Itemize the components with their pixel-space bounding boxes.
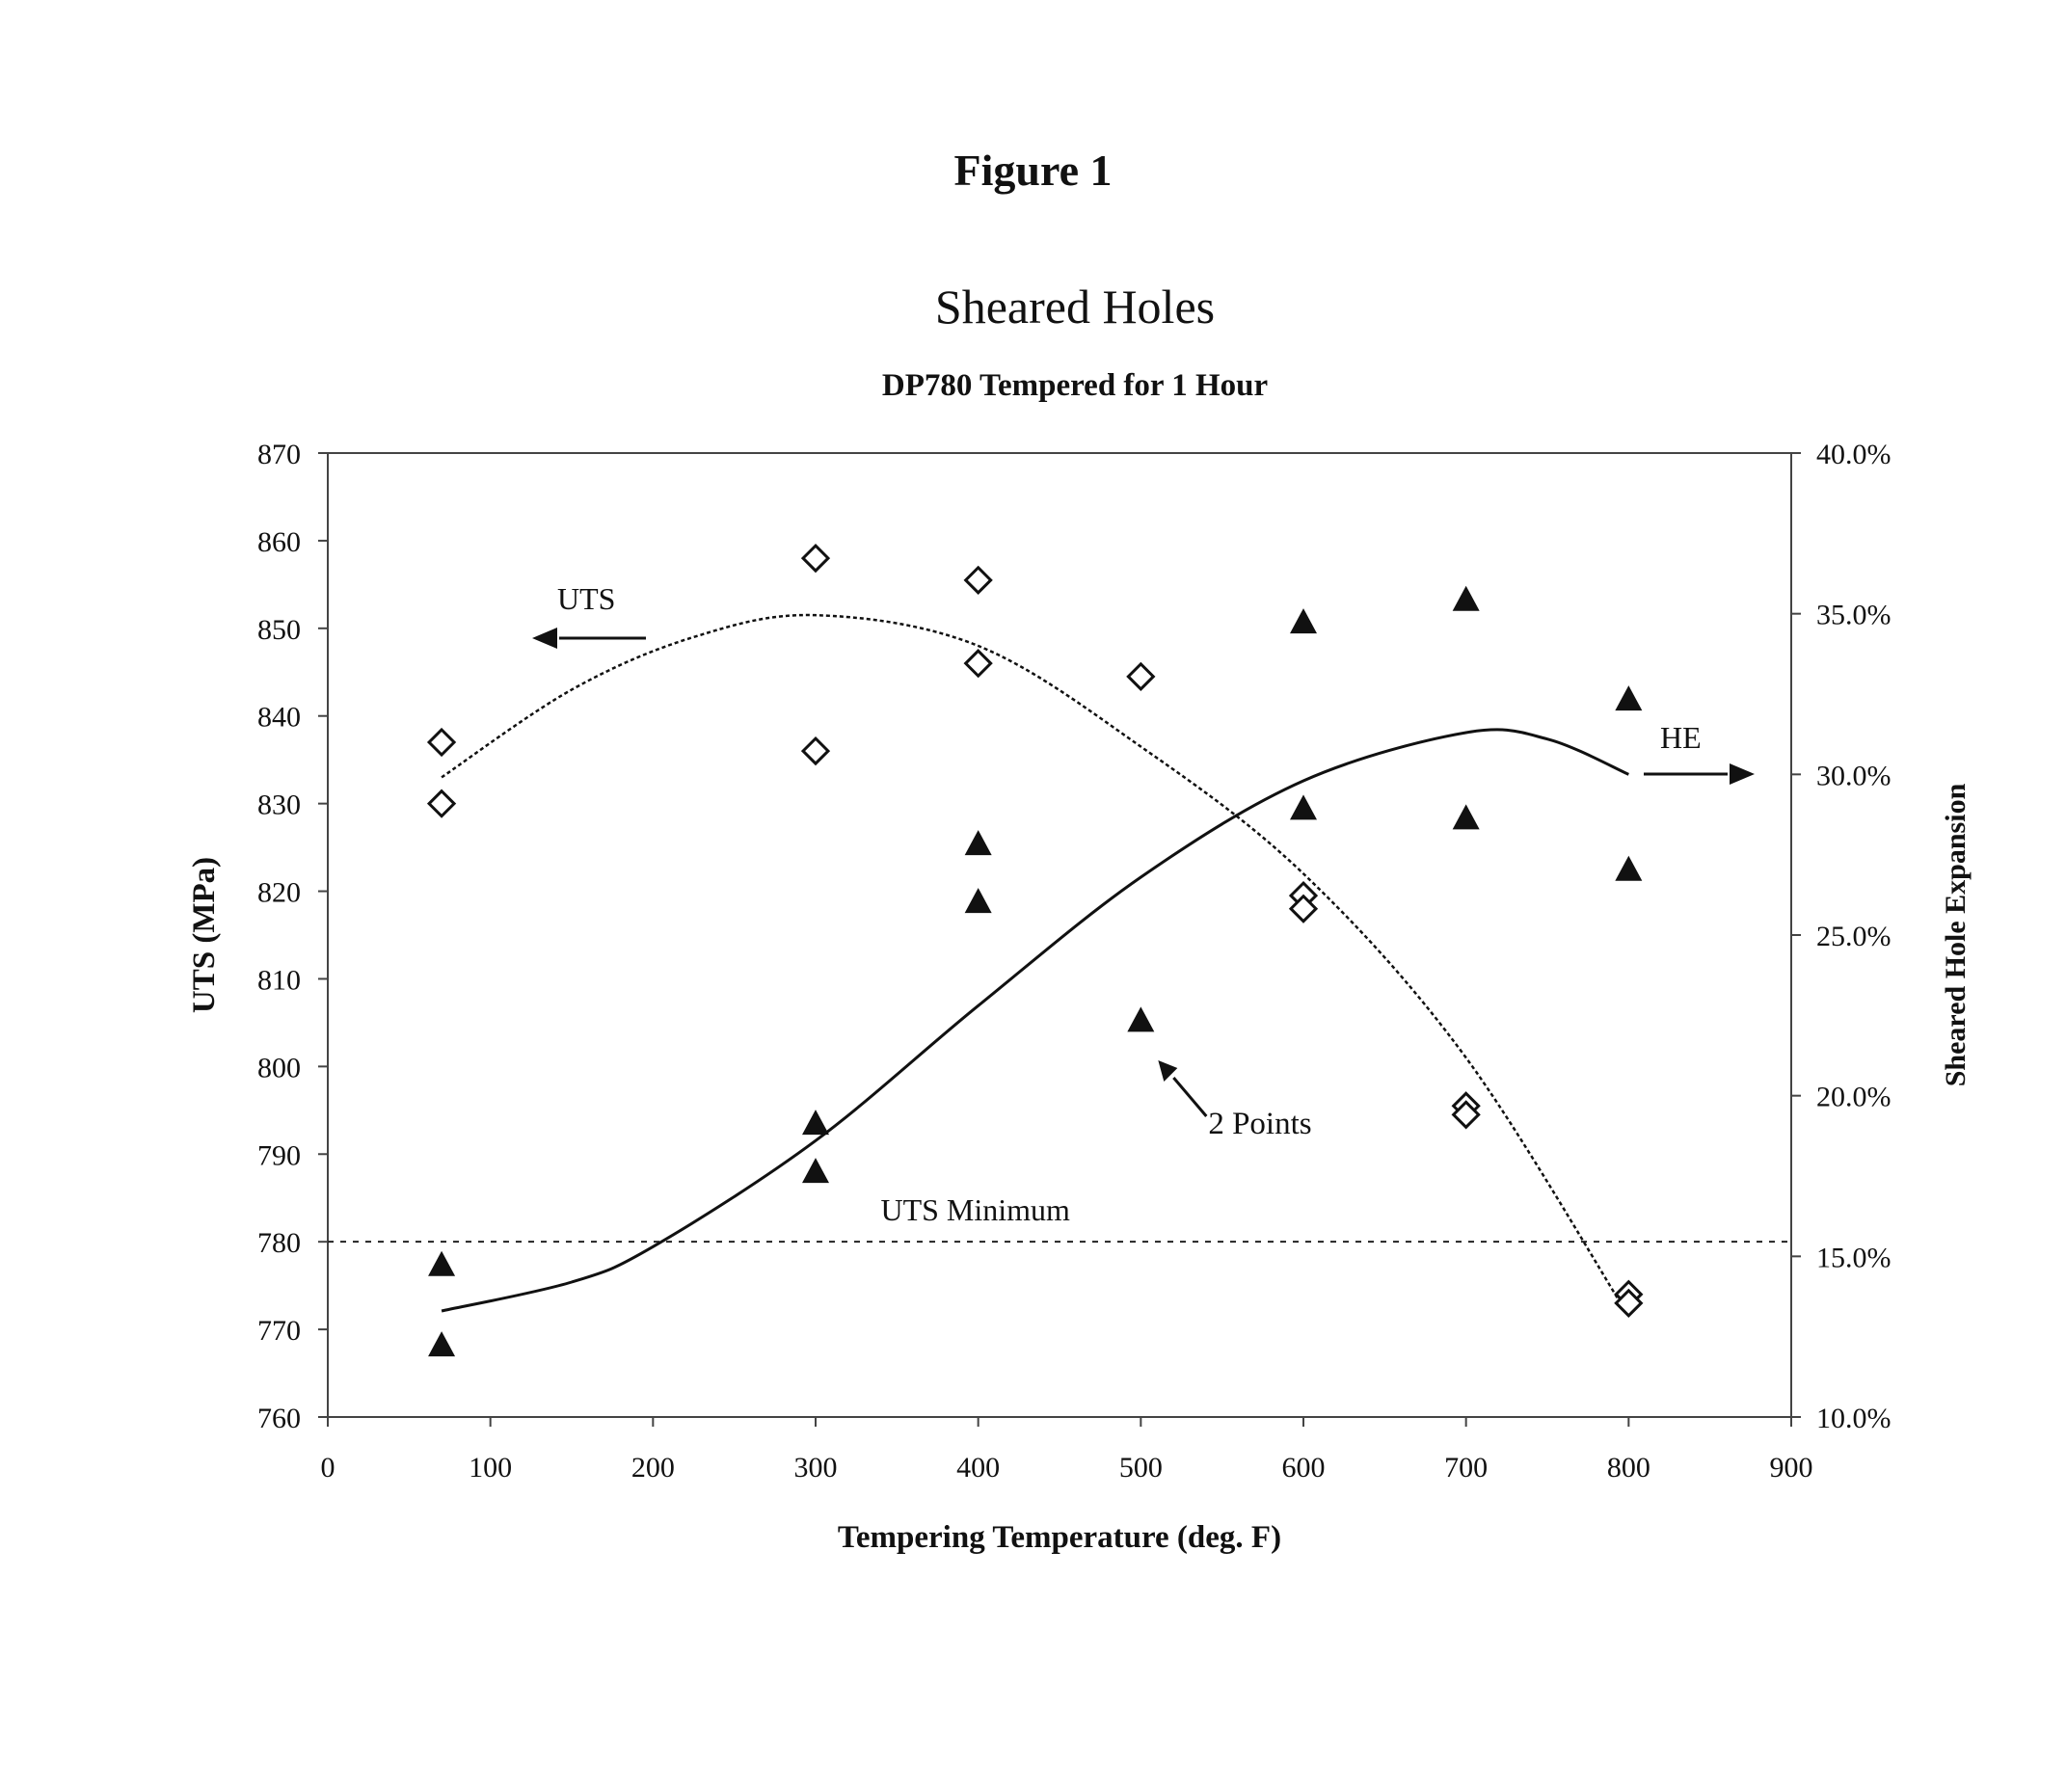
he-point: [1615, 685, 1642, 710]
he-point: [1290, 608, 1317, 633]
y2-tick-label: 30.0%: [1816, 760, 1892, 791]
x-tick-label: 700: [1444, 1452, 1488, 1484]
x-tick-label: 800: [1607, 1452, 1650, 1484]
uts-point: [966, 651, 991, 676]
chart-subtitle: DP780 Tempered for 1 Hour: [882, 368, 1268, 403]
he-point: [428, 1251, 455, 1276]
x-tick-label: 200: [631, 1452, 675, 1484]
y2-tick-label: 40.0%: [1816, 439, 1892, 470]
he-point: [802, 1158, 829, 1183]
he-point: [1453, 586, 1480, 611]
he-point: [802, 1110, 829, 1135]
uts-point: [1128, 664, 1153, 689]
y-tick-label: 840: [257, 702, 301, 734]
uts-point: [429, 730, 454, 755]
y-tick-label: 760: [257, 1403, 301, 1434]
uts-point: [803, 738, 828, 763]
y-tick-label: 830: [257, 789, 301, 821]
uts-annotation-label: UTS: [557, 581, 615, 616]
y-tick-label: 790: [257, 1139, 301, 1171]
y-axis-label: UTS (MPa): [187, 857, 222, 1013]
he-annotation-arrow-head: [1730, 763, 1755, 785]
y-tick-label: 800: [257, 1052, 301, 1083]
y2-tick-label: 15.0%: [1816, 1242, 1892, 1273]
he-point: [1290, 794, 1317, 819]
dual-axis-scatter-chart: Sheared Holes DP780 Tempered for 1 Hour …: [0, 0, 2066, 1792]
x-axis-label: Tempering Temperature (deg. F): [838, 1520, 1281, 1555]
x-tick-label: 900: [1770, 1452, 1813, 1484]
y-tick-label: 810: [257, 964, 301, 996]
y2-axis-label: Sheared Hole Expansion: [1940, 783, 1972, 1086]
y2-tick-label: 35.0%: [1816, 600, 1892, 631]
uts-annotation-arrow-head: [532, 628, 557, 649]
y2-tick-label: 10.0%: [1816, 1403, 1892, 1434]
x-tick-label: 300: [794, 1452, 838, 1484]
y-tick-label: 870: [257, 439, 301, 470]
y2-tick-label: 20.0%: [1816, 1082, 1892, 1113]
he-point: [965, 888, 992, 913]
two-points-annotation-label: 2 Points: [1208, 1107, 1311, 1141]
x-tick-label: 600: [1282, 1452, 1326, 1484]
two-points-arrow-line: [1173, 1078, 1206, 1116]
uts-point: [966, 568, 991, 593]
y-tick-label: 780: [257, 1227, 301, 1259]
uts-minimum-label: UTS Minimum: [880, 1192, 1070, 1227]
y-tick-label: 770: [257, 1315, 301, 1347]
he-point: [1127, 1006, 1154, 1031]
chart-title: Sheared Holes: [935, 280, 1215, 334]
x-tick-label: 400: [956, 1452, 1000, 1484]
y-tick-label: 850: [257, 614, 301, 646]
plot-area: [328, 453, 1791, 1417]
he-point: [428, 1331, 455, 1356]
x-tick-label: 100: [469, 1452, 512, 1484]
he-point: [965, 830, 992, 855]
he-point: [1615, 856, 1642, 881]
y-tick-label: 820: [257, 877, 301, 909]
he-annotation-label: HE: [1660, 720, 1702, 755]
uts-point: [429, 791, 454, 816]
he-point: [1453, 804, 1480, 829]
uts-point: [803, 546, 828, 571]
y-tick-label: 860: [257, 526, 301, 558]
x-tick-label: 0: [321, 1452, 335, 1484]
y2-tick-label: 25.0%: [1816, 921, 1892, 952]
x-tick-label: 500: [1119, 1452, 1163, 1484]
